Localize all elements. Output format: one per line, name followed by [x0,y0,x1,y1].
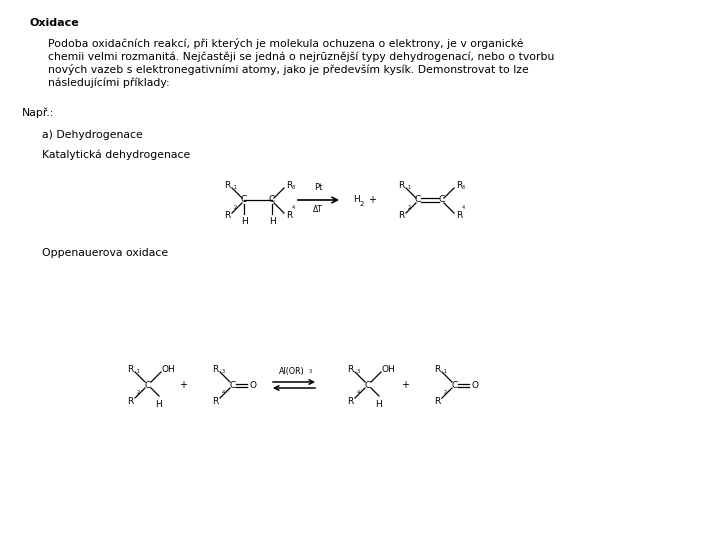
Text: +: + [368,195,376,205]
Text: Katalytická dehydrogenace: Katalytická dehydrogenace [42,150,190,160]
Text: C: C [365,381,371,389]
Text: R: R [433,366,440,375]
Text: C: C [230,381,236,389]
Text: $_4$: $_4$ [221,388,226,397]
Text: C: C [241,195,247,205]
Text: Oxidace: Oxidace [30,18,80,28]
Text: Oppenauerova oxidace: Oppenauerova oxidace [42,248,168,258]
Text: $_3$: $_3$ [308,368,312,376]
Text: H: H [240,217,248,226]
Text: H: H [269,217,275,226]
Text: nových vazeb s elektronegativními atomy, jako je především kysík. Demonstrovat t: nových vazeb s elektronegativními atomy,… [48,64,528,75]
Text: ΔT: ΔT [313,205,323,214]
Text: R: R [212,366,218,375]
Text: $_2$: $_2$ [233,204,238,212]
Text: 2: 2 [360,201,364,207]
Text: $_2$: $_2$ [407,204,412,212]
Text: $_2$: $_2$ [443,388,448,397]
Text: R: R [397,181,404,191]
Text: C: C [269,195,275,205]
Text: R: R [347,397,353,407]
Text: R: R [456,181,462,191]
Text: Podoba oxidačních reakcí, při kterých je molekula ochuzena o elektrony, je v org: Podoba oxidačních reakcí, při kterých je… [48,38,523,49]
Text: R: R [127,397,133,407]
Text: $_4$: $_4$ [356,388,361,397]
Text: R: R [224,212,230,220]
Text: R: R [212,397,218,407]
Text: R: R [127,366,133,375]
Text: H: H [353,195,360,205]
Text: R: R [456,212,462,220]
Text: $_3$: $_3$ [461,183,466,192]
Text: chemii velmi rozmanitá. Nejčastěji se jedná o nejrūznější typy dehydrogenací, ne: chemii velmi rozmanitá. Nejčastěji se je… [48,51,554,62]
Text: a) Dehydrogenace: a) Dehydrogenace [42,130,143,140]
Text: H: H [376,400,382,409]
Text: R: R [347,366,353,375]
Text: Např.:: Např.: [22,108,55,118]
Text: +: + [179,380,187,390]
Text: $_3$: $_3$ [221,367,226,375]
Text: $_1$: $_1$ [136,367,140,375]
Text: C: C [439,195,445,205]
Text: R: R [397,212,404,220]
Text: $_4$: $_4$ [461,204,466,212]
Text: H: H [156,400,163,409]
Text: $_1$: $_1$ [443,367,448,375]
Text: OH: OH [382,366,396,375]
Text: $_1$: $_1$ [407,183,412,192]
Text: $_3$: $_3$ [356,367,361,375]
Text: C: C [415,195,421,205]
Text: R: R [286,181,292,191]
Text: $_4$: $_4$ [291,204,296,212]
Text: Pt: Pt [314,183,322,192]
Text: O: O [249,381,256,389]
Text: +: + [401,380,409,390]
Text: $_2$: $_2$ [136,388,140,397]
Text: O: O [471,381,478,389]
Text: R: R [433,397,440,407]
Text: OH: OH [162,366,176,375]
Text: $_1$: $_1$ [233,183,238,192]
Text: R: R [286,212,292,220]
Text: R: R [224,181,230,191]
Text: Al(OR): Al(OR) [279,367,305,376]
Text: C: C [145,381,151,389]
Text: $_3$: $_3$ [291,183,296,192]
Text: následujícími příklady:: následujícími příklady: [48,77,170,87]
Text: C: C [452,381,458,389]
